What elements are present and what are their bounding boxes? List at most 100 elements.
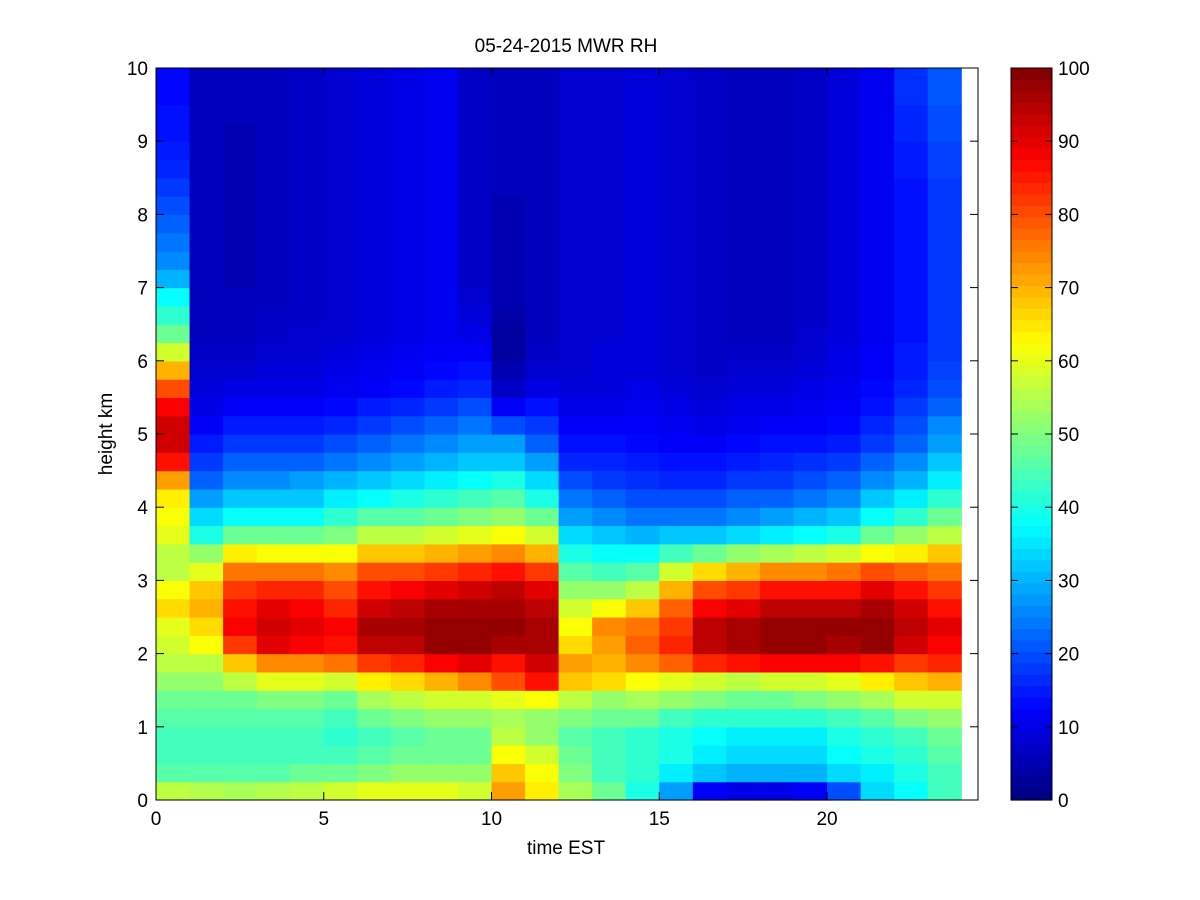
- heatmap-cell: [424, 159, 459, 179]
- heatmap-cell: [323, 470, 358, 490]
- heatmap-cell: [625, 525, 660, 545]
- heatmap-cell: [525, 543, 560, 563]
- y-tick-label: 8: [137, 205, 148, 226]
- heatmap-cell: [625, 269, 660, 289]
- heatmap-cell: [256, 434, 291, 453]
- heatmap-cell: [424, 543, 459, 563]
- heatmap-cell: [726, 196, 761, 215]
- heatmap-cell: [223, 580, 258, 600]
- heatmap-cell: [759, 635, 795, 655]
- heatmap-cell: [390, 415, 426, 435]
- heatmap-cell: [424, 397, 459, 417]
- heatmap-cell: [659, 287, 694, 307]
- heatmap-cell: [290, 379, 325, 398]
- heatmap-cell: [793, 543, 828, 563]
- heatmap-cell: [558, 379, 593, 398]
- heatmap-cell: [525, 214, 560, 234]
- heatmap-cell: [156, 104, 191, 124]
- heatmap-cell: [256, 214, 291, 234]
- heatmap-cell: [625, 452, 660, 472]
- heatmap-cell: [558, 305, 593, 325]
- heatmap-cell: [625, 177, 660, 197]
- heatmap-cell: [357, 763, 392, 783]
- heatmap-cell: [189, 434, 224, 453]
- heatmap-cell: [290, 507, 325, 527]
- heatmap-cell: [357, 562, 392, 581]
- heatmap-cell: [424, 177, 459, 197]
- heatmap-cell: [256, 122, 291, 142]
- heatmap-cell: [860, 598, 895, 618]
- heatmap-cell: [726, 598, 761, 618]
- axis-ticks: 0 5 10 15 20 0 1 2 3 4 5 6 7 8 9 10: [127, 59, 978, 830]
- heatmap-cell: [189, 690, 224, 710]
- colorbar-segment: [1011, 239, 1052, 252]
- x-tick-label: 15: [649, 809, 670, 830]
- heatmap-cell: [860, 104, 895, 124]
- heatmap-cell: [726, 671, 761, 691]
- heatmap-cell: [525, 690, 560, 710]
- heatmap-cell: [625, 68, 660, 87]
- heatmap-cell: [759, 434, 795, 453]
- heatmap-cell: [457, 580, 493, 600]
- heatmap-cell: [525, 287, 560, 307]
- heatmap-cell: [189, 177, 224, 197]
- heatmap-cell: [424, 415, 459, 435]
- heatmap-cell: [927, 525, 962, 545]
- heatmap-cell: [759, 543, 795, 563]
- heatmap-cell: [491, 360, 526, 380]
- heatmap-cell: [558, 745, 593, 764]
- heatmap-cell: [223, 653, 258, 673]
- heatmap-cell: [424, 379, 459, 398]
- colorbar-segment: [1011, 514, 1052, 527]
- heatmap-cell: [256, 452, 291, 472]
- heatmap-cell: [390, 690, 426, 710]
- heatmap-cell: [927, 543, 962, 563]
- heatmap-cell: [525, 177, 560, 197]
- heatmap-cell: [659, 324, 694, 344]
- heatmap-cell: [189, 781, 224, 801]
- heatmap-cell: [659, 122, 694, 142]
- heatmap-cell: [592, 141, 627, 161]
- heatmap-cell: [759, 562, 795, 581]
- heatmap-cell: [894, 781, 929, 801]
- heatmap-cell: [692, 763, 727, 783]
- heatmap-cell: [894, 635, 929, 655]
- heatmap-cell: [793, 726, 828, 746]
- heatmap-cell: [357, 708, 392, 728]
- heatmap-cell: [659, 598, 694, 618]
- heatmap-cell: [827, 305, 862, 325]
- colorbar-tick-label: 60: [1058, 352, 1079, 373]
- heatmap-cell: [659, 141, 694, 161]
- heatmap-cell: [424, 452, 459, 472]
- heatmap-cell: [692, 745, 727, 764]
- heatmap-cell: [692, 196, 727, 215]
- heatmap-cell: [659, 543, 694, 563]
- heatmap-cell: [290, 488, 325, 508]
- colorbar-segment: [1011, 662, 1052, 675]
- heatmap-cell: [491, 525, 526, 545]
- heatmap-cell: [424, 305, 459, 325]
- heatmap-cell: [692, 562, 727, 581]
- heatmap-cell: [256, 104, 291, 124]
- heatmap-cell: [759, 415, 795, 435]
- heatmap-cell: [525, 122, 560, 142]
- heatmap-cell: [793, 342, 828, 362]
- heatmap-cell: [827, 580, 862, 600]
- heatmap-cell: [793, 617, 828, 636]
- heatmap-cell: [457, 177, 493, 197]
- heatmap-cell: [659, 562, 694, 581]
- heatmap-cell: [323, 745, 358, 764]
- heatmap-cell: [156, 671, 191, 691]
- heatmap-cell: [256, 671, 291, 691]
- heatmap-cell: [827, 324, 862, 344]
- heatmap-cell: [357, 342, 392, 362]
- heatmap-cell: [726, 287, 761, 307]
- heatmap-cell: [625, 251, 660, 270]
- heatmap-cell: [827, 708, 862, 728]
- heatmap-cell: [357, 196, 392, 215]
- heatmap-cell: [390, 434, 426, 453]
- heatmap-cell: [827, 452, 862, 472]
- colorbar-segment: [1011, 353, 1052, 366]
- heatmap-cell: [390, 379, 426, 398]
- heatmap-cell: [156, 251, 191, 270]
